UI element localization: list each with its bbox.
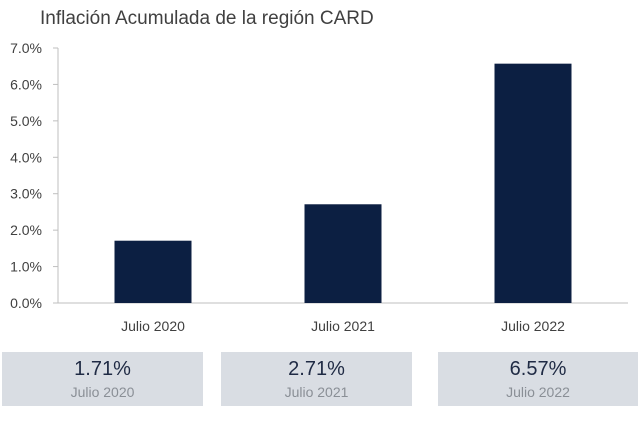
- x-tick-label: Julio 2022: [501, 318, 565, 334]
- summary-value: 2.71%: [288, 358, 345, 380]
- x-tick-label: Julio 2021: [311, 318, 375, 334]
- summary-value: 6.57%: [509, 358, 567, 380]
- y-tick-label: 3.0%: [10, 186, 42, 202]
- summary-label: Julio 2022: [506, 384, 570, 400]
- summary-label: Julio 2021: [284, 384, 349, 400]
- bar: [494, 63, 572, 303]
- y-tick-label: 5.0%: [10, 113, 42, 129]
- x-tick-label: Julio 2020: [121, 318, 185, 334]
- summary-value: 1.71%: [74, 358, 131, 380]
- summary-label: Julio 2020: [70, 384, 135, 400]
- summary-box-2021: 2.71% Julio 2021: [221, 352, 412, 406]
- summary-box-2020: 1.71% Julio 2020: [2, 352, 203, 406]
- y-tick-label: 2.0%: [10, 222, 42, 238]
- y-tick-label: 0.0%: [10, 295, 42, 311]
- bar: [114, 240, 192, 303]
- y-tick-label: 4.0%: [10, 149, 42, 165]
- y-tick-label: 7.0%: [10, 40, 42, 56]
- bar-chart: 0.0% 1.0% 2.0% 3.0% 4.0% 5.0% 6.0% 7.0% Julio 20…: [10, 40, 628, 334]
- y-tick-label: 6.0%: [10, 76, 42, 92]
- chart-title: Inflación Acumulada de la región CARD: [40, 8, 374, 29]
- summary-box-2022: 6.57% Julio 2022: [438, 352, 638, 406]
- bar: [304, 204, 382, 303]
- y-tick-label: 1.0%: [10, 259, 42, 275]
